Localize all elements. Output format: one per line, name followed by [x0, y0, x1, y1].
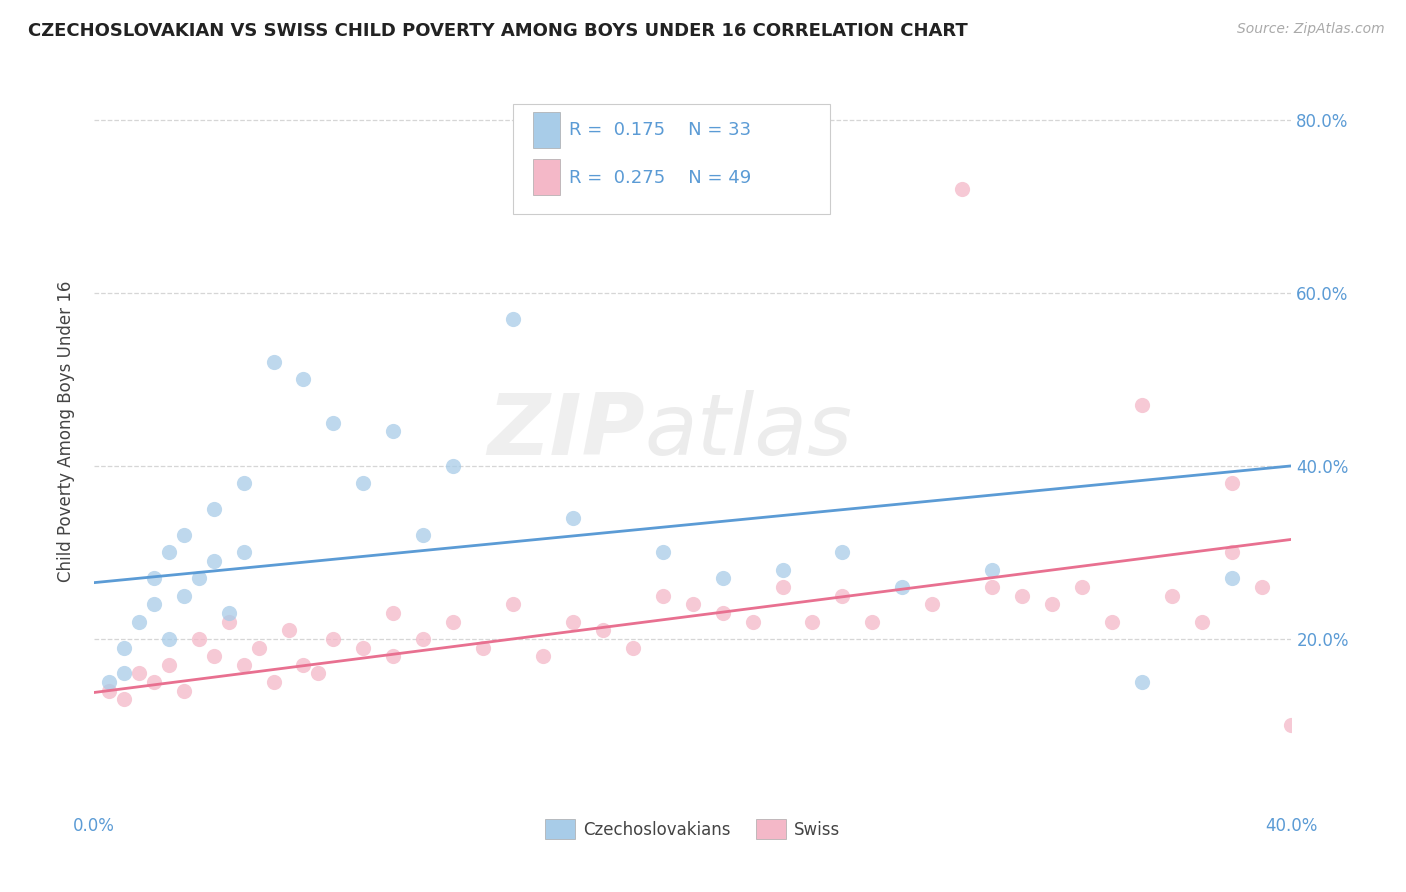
- Point: [1250, 580, 1272, 594]
- Point: [981, 563, 1004, 577]
- Point: [218, 615, 240, 629]
- Point: [772, 580, 794, 594]
- Point: [682, 597, 704, 611]
- Legend: Czechoslovakians, Swiss: Czechoslovakians, Swiss: [538, 813, 846, 846]
- Point: [651, 589, 673, 603]
- Point: [202, 502, 225, 516]
- Point: [263, 355, 285, 369]
- Point: [352, 640, 374, 655]
- Point: [1220, 545, 1243, 559]
- Text: ZIP: ZIP: [486, 390, 645, 473]
- Point: [173, 683, 195, 698]
- Point: [1130, 398, 1153, 412]
- Point: [831, 589, 853, 603]
- Point: [157, 657, 180, 672]
- Point: [1040, 597, 1063, 611]
- Point: [97, 683, 120, 698]
- Point: [831, 545, 853, 559]
- Point: [412, 632, 434, 646]
- Point: [382, 606, 405, 620]
- Text: atlas: atlas: [645, 390, 853, 473]
- Point: [218, 606, 240, 620]
- Point: [187, 571, 209, 585]
- Point: [142, 675, 165, 690]
- Point: [412, 528, 434, 542]
- Point: [801, 615, 824, 629]
- Point: [502, 597, 524, 611]
- Point: [322, 632, 344, 646]
- Point: [112, 692, 135, 706]
- Point: [711, 571, 734, 585]
- Point: [322, 416, 344, 430]
- Text: CZECHOSLOVAKIAN VS SWISS CHILD POVERTY AMONG BOYS UNDER 16 CORRELATION CHART: CZECHOSLOVAKIAN VS SWISS CHILD POVERTY A…: [28, 22, 967, 40]
- Point: [128, 615, 150, 629]
- Point: [202, 649, 225, 664]
- Point: [112, 666, 135, 681]
- Point: [142, 597, 165, 611]
- Point: [1191, 615, 1213, 629]
- Point: [711, 606, 734, 620]
- Point: [741, 615, 763, 629]
- Point: [561, 510, 583, 524]
- Point: [1011, 589, 1033, 603]
- FancyBboxPatch shape: [533, 159, 560, 195]
- Point: [292, 372, 315, 386]
- Point: [142, 571, 165, 585]
- FancyBboxPatch shape: [533, 112, 560, 148]
- Point: [97, 675, 120, 690]
- Point: [531, 649, 554, 664]
- Point: [1220, 571, 1243, 585]
- FancyBboxPatch shape: [513, 104, 831, 214]
- Point: [277, 624, 299, 638]
- Point: [1220, 476, 1243, 491]
- Point: [202, 554, 225, 568]
- Point: [1160, 589, 1182, 603]
- Point: [441, 615, 464, 629]
- Point: [772, 563, 794, 577]
- Point: [292, 657, 315, 672]
- Point: [173, 528, 195, 542]
- Point: [502, 311, 524, 326]
- Point: [247, 640, 270, 655]
- Point: [1281, 718, 1303, 732]
- Point: [1130, 675, 1153, 690]
- Point: [128, 666, 150, 681]
- Point: [232, 545, 254, 559]
- Point: [263, 675, 285, 690]
- Point: [382, 649, 405, 664]
- Text: Source: ZipAtlas.com: Source: ZipAtlas.com: [1237, 22, 1385, 37]
- Point: [382, 424, 405, 438]
- Point: [592, 624, 614, 638]
- Point: [157, 632, 180, 646]
- Point: [173, 589, 195, 603]
- Point: [621, 640, 644, 655]
- Point: [561, 615, 583, 629]
- Y-axis label: Child Poverty Among Boys Under 16: Child Poverty Among Boys Under 16: [58, 281, 75, 582]
- Point: [1070, 580, 1092, 594]
- Point: [921, 597, 943, 611]
- Point: [308, 666, 330, 681]
- Point: [651, 545, 673, 559]
- Point: [352, 476, 374, 491]
- Point: [860, 615, 883, 629]
- Point: [112, 640, 135, 655]
- Point: [232, 476, 254, 491]
- Point: [981, 580, 1004, 594]
- Point: [472, 640, 495, 655]
- Text: R =  0.175    N = 33: R = 0.175 N = 33: [569, 121, 751, 139]
- Point: [232, 657, 254, 672]
- Point: [891, 580, 914, 594]
- Point: [157, 545, 180, 559]
- Point: [950, 182, 973, 196]
- Point: [187, 632, 209, 646]
- Point: [441, 458, 464, 473]
- Point: [1101, 615, 1123, 629]
- Text: R =  0.275    N = 49: R = 0.275 N = 49: [569, 169, 752, 186]
